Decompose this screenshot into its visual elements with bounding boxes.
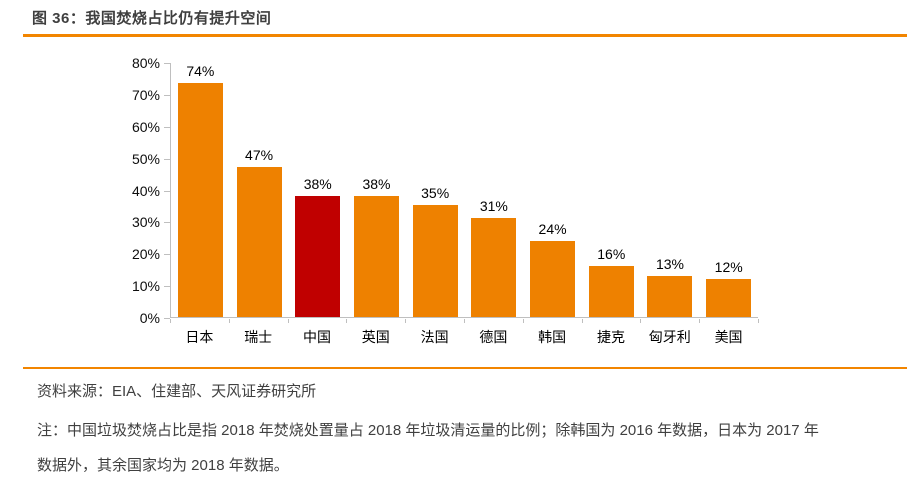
bar-美国 — [706, 278, 752, 317]
x-tick-mark — [758, 319, 759, 323]
bar-chart: 80% 70% 60% 50% 40% 30% 20% 10% 0% 74% 47% 38% 38% 3… — [131, 55, 759, 347]
bar-value-label: 24% — [538, 220, 567, 237]
x-tick-mark — [170, 319, 171, 323]
y-tick-mark — [164, 318, 170, 319]
x-tick-mark — [464, 319, 465, 323]
bar-捷克 — [588, 266, 634, 317]
bar-value-label: 16% — [597, 246, 626, 262]
bar-匈牙利 — [647, 275, 693, 317]
title-underline — [23, 34, 907, 37]
y-tick-label: 80% — [131, 55, 160, 71]
category-label-中国: 中国 — [302, 329, 331, 345]
category-label-匈牙利: 匈牙利 — [648, 329, 691, 345]
y-tick-label: 40% — [131, 182, 160, 199]
category-label-日本: 日本 — [185, 329, 214, 345]
x-tick-mark — [699, 319, 701, 323]
category-label-美国: 美国 — [714, 329, 743, 345]
x-axis-labels: 日本 瑞士 中国 英国 法国 德国 韩国 捷克 匈牙利 美国 — [170, 327, 758, 347]
bar-slot-日本: 74% — [171, 63, 230, 317]
y-tick-mark — [164, 254, 170, 256]
y-tick-label: 70% — [131, 86, 160, 103]
bar-value-label: 31% — [479, 198, 508, 215]
category-label-瑞士: 瑞士 — [244, 329, 273, 345]
bar-slot-美国: 12% — [699, 63, 758, 317]
bar-瑞士 — [236, 167, 282, 317]
bar-value-label: 13% — [655, 255, 684, 272]
note-line-1: 注：中国垃圾焚烧占比是指 2018 年焚烧处置量占 2018 年垃圾清运量的比例… — [37, 422, 819, 439]
x-tick-mark — [346, 319, 348, 323]
y-tick-mark — [164, 94, 170, 96]
x-tick-mark — [522, 319, 524, 323]
y-tick-label: 0% — [139, 310, 160, 326]
x-tick-mark — [640, 319, 642, 323]
y-tick-mark — [164, 222, 170, 224]
y-tick-mark — [164, 126, 170, 128]
bar-slot-英国: 38% — [347, 63, 406, 317]
category-label-德国: 德国 — [479, 329, 508, 345]
figure-title: 图 36：我国焚烧占比仍有提升空间 — [32, 10, 272, 27]
note-text: 注：中国垃圾焚烧占比是指 2018 年焚烧处置量占 2018 年垃圾清运量的比例… — [37, 413, 897, 480]
y-tick-mark — [164, 286, 170, 288]
bar-slot-匈牙利: 13% — [641, 63, 700, 317]
y-tick-label: 10% — [131, 278, 160, 295]
y-tick-label: 50% — [131, 150, 160, 167]
x-tick-mark — [405, 319, 407, 323]
x-tick-mark — [581, 319, 583, 323]
bar-中国 — [295, 195, 341, 317]
category-label-捷克: 捷克 — [596, 329, 625, 345]
bar-韩国 — [530, 240, 576, 317]
plot-area: 74% 47% 38% 38% 35% 31% 24% 16% 13% 12% — [170, 63, 758, 318]
category-label-法国: 法国 — [420, 329, 449, 345]
y-tick-label: 30% — [131, 214, 160, 231]
category-label-英国: 英国 — [361, 329, 390, 345]
y-tick-mark — [164, 190, 170, 192]
bar-value-label: 35% — [421, 185, 450, 202]
footer-divider — [23, 367, 907, 369]
bar-slot-瑞士: 47% — [230, 63, 289, 317]
y-tick-mark — [164, 63, 170, 64]
bar-slot-法国: 35% — [406, 63, 465, 317]
bar-slot-中国: 38% — [288, 63, 347, 317]
y-tick-label: 20% — [131, 246, 160, 263]
x-tick-mark — [287, 319, 289, 323]
bar-法国 — [412, 205, 458, 317]
bar-slot-德国: 31% — [465, 63, 524, 317]
bar-value-label: 47% — [245, 147, 274, 164]
note-line-2: 数据外，其余国家均为 2018 年数据。 — [37, 457, 289, 474]
category-label-韩国: 韩国 — [538, 329, 567, 345]
bar-德国 — [471, 218, 517, 317]
y-tick-label: 60% — [131, 118, 160, 135]
bar-value-label: 74% — [186, 63, 215, 79]
source-text: 资料来源：EIA、住建部、天风证券研究所 — [37, 383, 317, 400]
y-tick-mark — [164, 158, 170, 160]
bar-英国 — [353, 195, 399, 317]
bar-slot-韩国: 24% — [523, 63, 582, 317]
bar-value-label: 12% — [714, 258, 743, 275]
x-tick-mark — [228, 319, 230, 323]
bar-value-label: 38% — [303, 175, 332, 192]
bar-日本 — [177, 83, 223, 317]
bar-value-label: 38% — [362, 175, 391, 192]
bar-slot-捷克: 16% — [582, 63, 641, 317]
